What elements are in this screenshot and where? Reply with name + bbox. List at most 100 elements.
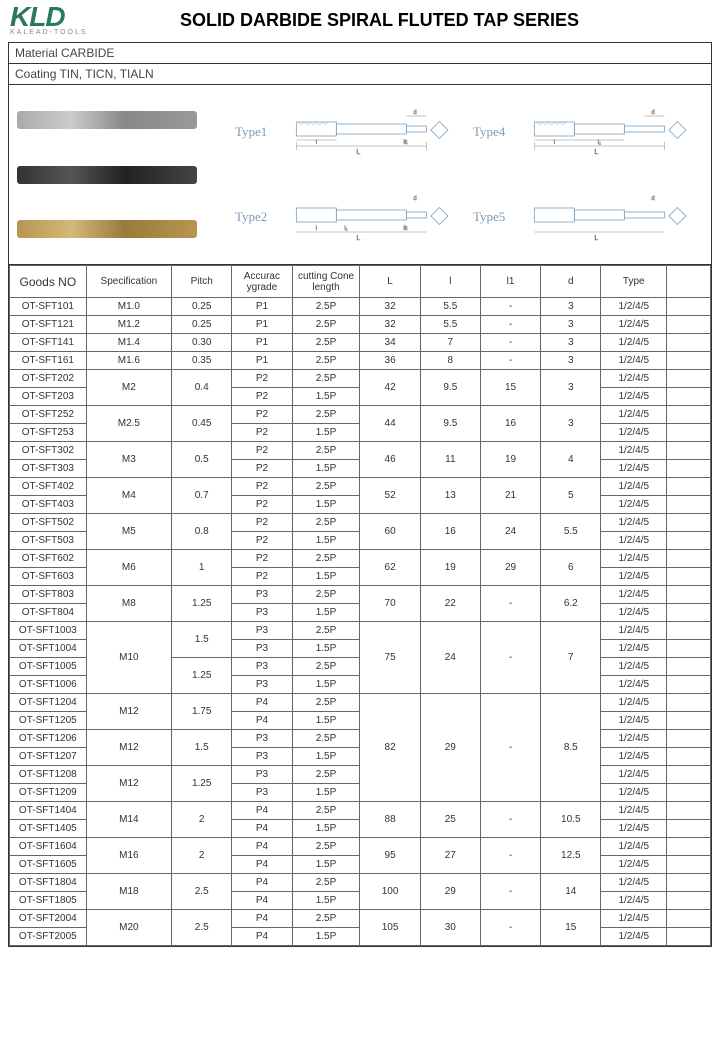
- table-row: OT-SFT1003M101.5P32.5P7524-71/2/4/5: [10, 622, 711, 640]
- table-cell: 88: [360, 802, 420, 838]
- table-cell: 1: [172, 550, 232, 586]
- table-cell: 29: [480, 550, 540, 586]
- type5-box: Type5 L d: [473, 179, 703, 257]
- table-cell: [667, 532, 711, 550]
- table-cell: M12: [86, 694, 171, 730]
- table-cell: 1.5P: [292, 784, 360, 802]
- table-cell: 2.5P: [292, 766, 360, 784]
- table-cell: 2.5P: [292, 658, 360, 676]
- table-cell: 2.5P: [292, 910, 360, 928]
- table-cell: 42: [360, 370, 420, 406]
- table-cell: -: [480, 838, 540, 874]
- table-cell: [667, 586, 711, 604]
- table-cell: OT-SFT1604: [10, 838, 87, 856]
- table-cell: OT-SFT302: [10, 442, 87, 460]
- table-cell: 1.5P: [292, 748, 360, 766]
- table-cell: 0.30: [172, 334, 232, 352]
- table-cell: [667, 928, 711, 946]
- table-body: OT-SFT101M1.00.25P12.5P325.5-31/2/4/5OT-…: [10, 298, 711, 946]
- table-cell: [667, 568, 711, 586]
- table-row: OT-SFT101M1.00.25P12.5P325.5-31/2/4/5: [10, 298, 711, 316]
- table-cell: 1/2/4/5: [601, 622, 667, 640]
- table-cell: 2.5P: [292, 586, 360, 604]
- table-cell: 2.5P: [292, 838, 360, 856]
- table-cell: P3: [232, 622, 292, 640]
- type5-schematic: L d: [510, 190, 703, 245]
- table-cell: OT-SFT1003: [10, 622, 87, 640]
- table-cell: P3: [232, 640, 292, 658]
- table-cell: P2: [232, 442, 292, 460]
- table-cell: 95: [360, 838, 420, 874]
- table-cell: OT-SFT101: [10, 298, 87, 316]
- table-cell: 0.5: [172, 442, 232, 478]
- header: KLD KALEAD-TOOLS SOLID DARBIDE SPIRAL FL…: [0, 0, 720, 40]
- table-cell: P3: [232, 748, 292, 766]
- svg-text:d: d: [652, 110, 655, 116]
- table-cell: 46: [360, 442, 420, 478]
- table-cell: 1.75: [172, 694, 232, 730]
- table-cell: 1/2/4/5: [601, 820, 667, 838]
- table-row: OT-SFT502M50.8P22.5P6016245.51/2/4/5: [10, 514, 711, 532]
- type1-box: Type1 L l d lk: [235, 93, 465, 171]
- table-cell: OT-SFT1805: [10, 892, 87, 910]
- table-cell: 0.45: [172, 406, 232, 442]
- table-cell: 32: [360, 298, 420, 316]
- table-cell: [667, 676, 711, 694]
- table-cell: 10.5: [541, 802, 601, 838]
- table-cell: [667, 658, 711, 676]
- col-header: cutting Cone length: [292, 266, 360, 298]
- svg-text:d: d: [414, 196, 417, 202]
- table-cell: P1: [232, 352, 292, 370]
- table-cell: OT-SFT804: [10, 604, 87, 622]
- type4-box: Type4 L l l₁ d: [473, 93, 703, 171]
- table-cell: 1.5P: [292, 892, 360, 910]
- table-cell: 25: [420, 802, 480, 838]
- table-cell: 7: [541, 622, 601, 694]
- table-cell: 0.25: [172, 316, 232, 334]
- table-cell: 1/2/4/5: [601, 442, 667, 460]
- table-cell: OT-SFT803: [10, 586, 87, 604]
- table-cell: 1/2/4/5: [601, 316, 667, 334]
- table-cell: 0.7: [172, 478, 232, 514]
- table-cell: 1.5P: [292, 712, 360, 730]
- table-cell: OT-SFT1204: [10, 694, 87, 712]
- table-cell: [667, 910, 711, 928]
- table-cell: OT-SFT402: [10, 478, 87, 496]
- table-cell: P3: [232, 586, 292, 604]
- table-cell: P4: [232, 838, 292, 856]
- table-cell: OT-SFT403: [10, 496, 87, 514]
- table-cell: OT-SFT141: [10, 334, 87, 352]
- table-cell: 3: [541, 370, 601, 406]
- table-cell: M18: [86, 874, 171, 910]
- table-row: OT-SFT1204M121.75P42.5P8229-8.51/2/4/5: [10, 694, 711, 712]
- table-cell: [667, 820, 711, 838]
- table-cell: P3: [232, 658, 292, 676]
- table-cell: M5: [86, 514, 171, 550]
- table-cell: P4: [232, 712, 292, 730]
- table-cell: P2: [232, 460, 292, 478]
- table-cell: P2: [232, 496, 292, 514]
- table-cell: OT-SFT1004: [10, 640, 87, 658]
- table-cell: 1.5P: [292, 640, 360, 658]
- table-cell: P4: [232, 820, 292, 838]
- table-cell: 70: [360, 586, 420, 622]
- table-row: OT-SFT2004M202.5P42.5P10530-151/2/4/5: [10, 910, 711, 928]
- table-cell: M8: [86, 586, 171, 622]
- type1-label: Type1: [235, 124, 267, 140]
- table-cell: P4: [232, 694, 292, 712]
- table-cell: -: [480, 586, 540, 622]
- table-cell: 1/2/4/5: [601, 910, 667, 928]
- table-cell: [667, 478, 711, 496]
- table-cell: 15: [541, 910, 601, 946]
- table-cell: 1/2/4/5: [601, 406, 667, 424]
- table-cell: P3: [232, 604, 292, 622]
- table-cell: 12.5: [541, 838, 601, 874]
- table-row: OT-SFT161M1.60.35P12.5P368-31/2/4/5: [10, 352, 711, 370]
- table-cell: 1/2/4/5: [601, 298, 667, 316]
- table-cell: [667, 640, 711, 658]
- svg-text:l₁: l₁: [598, 140, 601, 146]
- table-cell: 1.5P: [292, 424, 360, 442]
- table-cell: [667, 784, 711, 802]
- table-cell: 13: [420, 478, 480, 514]
- table-cell: 6: [541, 550, 601, 586]
